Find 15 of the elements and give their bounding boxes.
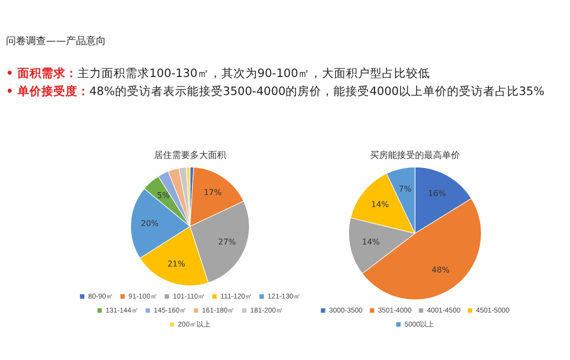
data-label: 14%: [362, 238, 380, 247]
text: 问卷调查——产品意向: [6, 34, 107, 48]
text: • 面积需求：主力面积需求100-130㎡，其次为90-100㎡，大面积户型占比较低: [6, 66, 432, 81]
data-label: 16%: [428, 189, 446, 198]
chart-title: 买房能接受的最高单价: [370, 150, 460, 160]
data-label: 27%: [218, 237, 236, 246]
data-label: 5%: [156, 191, 170, 200]
data-label: 17%: [204, 188, 222, 198]
text: • 单价接受度：48%的受访者表示能接受3500-4000的房价，能接受4000以上单价的受访者占比35%: [6, 84, 546, 99]
data-label: 20%: [140, 218, 160, 228]
data-label: 21%: [167, 259, 186, 268]
data-label: 48%: [432, 266, 450, 275]
data-label: 7%: [398, 184, 412, 194]
data-label: 14%: [371, 200, 390, 210]
chart-title: 居住需要多大面积: [154, 150, 226, 160]
